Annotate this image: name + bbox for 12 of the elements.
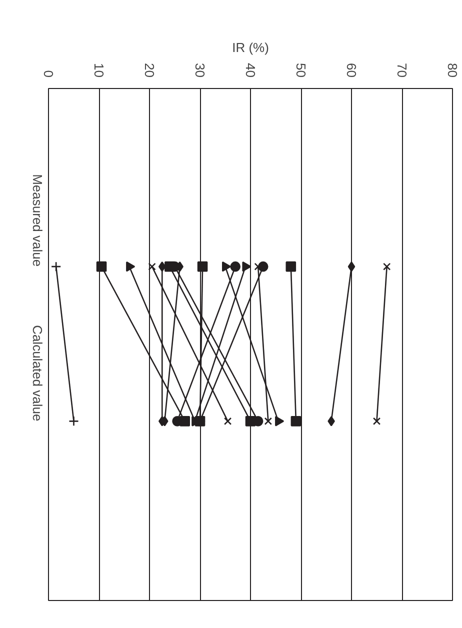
x-tick-label: 70 [394,63,410,78]
x-tick-label: 50 [294,63,308,78]
x-tick-label: 20 [142,63,157,78]
x-tick-label: 40 [243,63,258,78]
x-tick-label: 0 [41,70,56,78]
x-tick-label: 80 [445,63,460,78]
x-tick-label: 30 [192,63,208,78]
x-tick-label: 10 [92,63,106,78]
x-axis-title: IR (%) [232,40,269,56]
x-tick-label: 60 [344,63,359,78]
y-tick-label: Measured value [30,174,45,267]
y-tick-label: Calculated value [30,325,45,422]
